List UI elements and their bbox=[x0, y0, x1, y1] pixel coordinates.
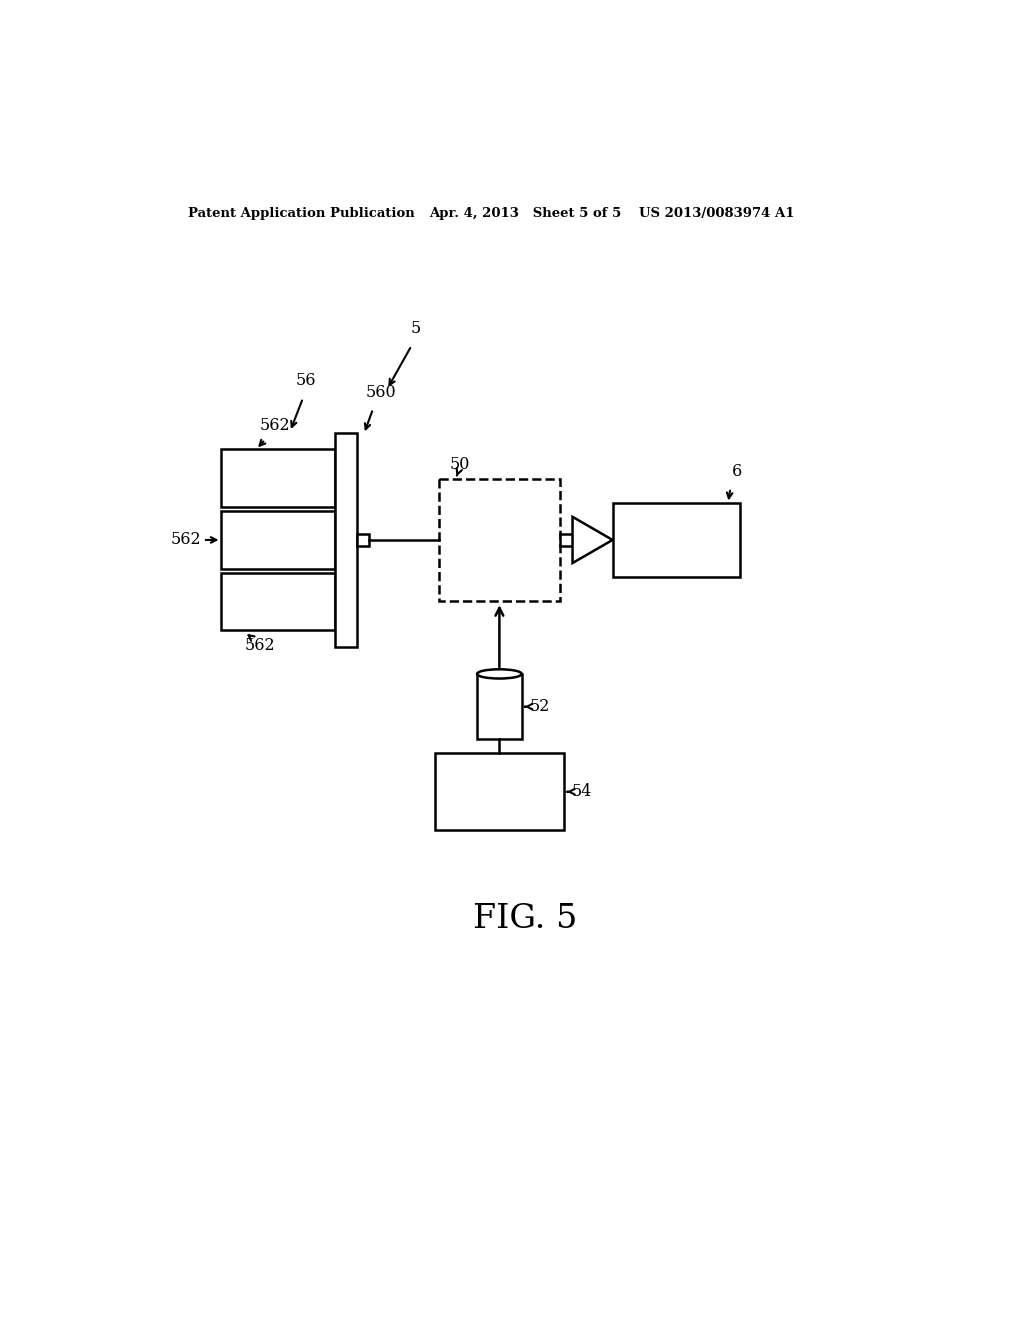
Text: FIG. 5: FIG. 5 bbox=[473, 903, 577, 936]
Text: 562: 562 bbox=[171, 532, 202, 548]
Text: US 2013/0083974 A1: US 2013/0083974 A1 bbox=[639, 207, 795, 220]
Bar bbox=[336, 433, 357, 647]
Text: 562: 562 bbox=[260, 417, 291, 434]
Bar bbox=[221, 573, 336, 631]
Bar bbox=[612, 503, 739, 577]
Text: 50: 50 bbox=[451, 455, 470, 473]
Bar bbox=[357, 533, 370, 546]
Polygon shape bbox=[572, 517, 612, 564]
Bar bbox=[477, 675, 521, 739]
Bar bbox=[435, 754, 564, 830]
Text: 56: 56 bbox=[296, 372, 316, 389]
Ellipse shape bbox=[477, 669, 521, 678]
Text: Patent Application Publication: Patent Application Publication bbox=[188, 207, 415, 220]
Bar bbox=[560, 533, 572, 546]
Bar bbox=[438, 479, 560, 601]
Text: Apr. 4, 2013   Sheet 5 of 5: Apr. 4, 2013 Sheet 5 of 5 bbox=[429, 207, 622, 220]
Text: 560: 560 bbox=[366, 384, 396, 401]
Text: 52: 52 bbox=[529, 698, 550, 715]
Bar bbox=[221, 511, 336, 569]
Text: 562: 562 bbox=[245, 636, 275, 653]
Bar bbox=[221, 449, 336, 507]
Text: 5: 5 bbox=[411, 319, 421, 337]
Text: 54: 54 bbox=[571, 783, 592, 800]
Text: 6: 6 bbox=[732, 463, 742, 480]
